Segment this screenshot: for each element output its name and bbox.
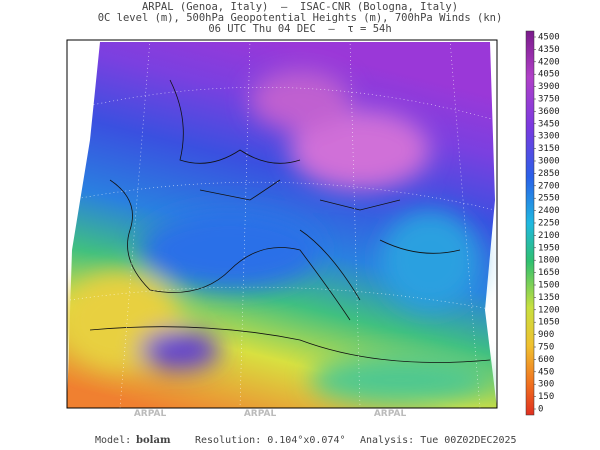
colorbar-label: 3900 [538,82,560,92]
colorbar-label: 2550 [538,194,560,204]
colorbar-label: 4500 [538,33,560,43]
colorbar-label: 2850 [538,169,560,179]
colorbar-label: 1050 [538,318,560,328]
colorbar-label: 0 [538,405,543,415]
map-area [67,40,497,408]
colorbar [525,30,535,416]
colorbar-label: 1650 [538,268,560,278]
colorbar-label: 900 [538,330,554,340]
header-line: 0C level (m), 500hPa Geopotential Height… [98,12,503,24]
colorbar-label: 3000 [538,157,560,167]
colorbar-label: 3450 [538,119,560,129]
colorbar-label: 3150 [538,144,560,154]
colorbar-label: 450 [538,367,554,377]
header-line: ARPAL (Genoa, Italy) — ISAC-CNR (Bologna… [142,1,458,13]
colorbar-label: 2250 [538,219,560,229]
colorbar-label: 2400 [538,206,560,216]
watermark: ARPAL [134,409,167,419]
colorbar-label: 4050 [538,70,560,80]
colorbar-label: 4350 [538,45,560,55]
colorbar-label: 1200 [538,305,560,315]
footer-analysis: Analysis: Tue 00Z02DEC2025 [360,435,517,446]
colorbar-label: 4200 [538,57,560,67]
colorbar-label: 1950 [538,243,560,253]
footer-model-label: Model: [95,435,131,446]
watermark: ARPAL [244,409,277,419]
map-frame [66,39,498,409]
footer-resolution: Resolution: 0.104°x0.074° [195,435,346,446]
colorbar-label: 3600 [538,107,560,117]
colorbar-label: 150 [538,392,554,402]
colorbar-label: 3300 [538,132,560,142]
colorbar-label: 600 [538,355,554,365]
colorbar-label: 750 [538,343,554,353]
footer-model: bolam [136,435,171,446]
colorbar-label: 1350 [538,293,560,303]
colorbar-labels: 4500435042004050390037503600345033003150… [534,33,560,415]
colorbar-label: 2700 [538,181,560,191]
colorbar-label: 1800 [538,256,560,266]
colorbar-label: 300 [538,380,554,390]
colorbar-label: 3750 [538,95,560,105]
watermark: ARPAL [374,409,407,419]
colorbar-label: 2100 [538,231,560,241]
header-line: 06 UTC Thu 04 DEC — τ = 54h [208,23,391,35]
colorbar-label: 1500 [538,281,560,291]
